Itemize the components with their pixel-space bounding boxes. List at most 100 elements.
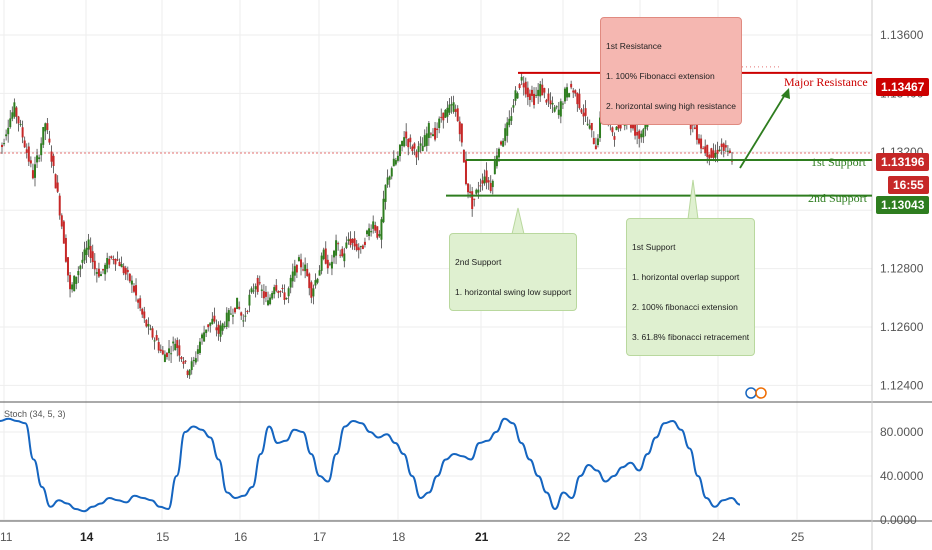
- candle-body: [145, 319, 148, 327]
- candle-body: [13, 102, 16, 117]
- projection-arrow-line: [739, 92, 787, 169]
- candle-body: [644, 122, 647, 130]
- candle-body: [386, 177, 389, 185]
- candle-body: [545, 99, 548, 103]
- candle-body: [304, 264, 307, 272]
- candle-body: [722, 143, 725, 151]
- candle-body: [708, 154, 711, 159]
- candle-body: [728, 150, 731, 154]
- candle-body: [231, 315, 234, 317]
- candle-body: [252, 290, 255, 292]
- candle-body: [324, 248, 327, 264]
- major-resistance-price-tag: 1.13467: [876, 78, 930, 96]
- candle-body: [219, 325, 222, 337]
- candle-body: [85, 247, 88, 256]
- candle-body: [576, 92, 579, 105]
- candle-body: [250, 288, 253, 293]
- candle-body: [516, 93, 519, 99]
- time-axis-label: 11: [0, 530, 13, 544]
- candle-body: [176, 340, 179, 348]
- candle-body: [291, 271, 294, 282]
- candle-body: [242, 320, 245, 322]
- candle-body: [407, 139, 410, 148]
- first-support-callout-pointer: [687, 179, 699, 220]
- candle-body: [227, 310, 230, 322]
- candle-body: [586, 123, 589, 125]
- candle-body: [368, 228, 371, 237]
- candle-body: [372, 221, 375, 229]
- candle-body: [563, 88, 566, 102]
- first-support-price-tag: 1.13196: [876, 153, 930, 171]
- candle-body: [180, 357, 183, 360]
- candle-body: [273, 287, 276, 295]
- candle-body: [66, 257, 69, 276]
- candle-body: [141, 308, 144, 315]
- candle-body: [485, 170, 488, 183]
- candle-body: [528, 93, 531, 101]
- candle-body: [724, 145, 727, 148]
- candle-body: [229, 313, 232, 315]
- candle-body: [483, 176, 486, 184]
- candle-body: [704, 146, 707, 154]
- candle-body: [221, 323, 224, 331]
- price-tick-label: 1.12800: [880, 262, 924, 276]
- price-tick-label: 1.13600: [880, 28, 924, 42]
- second-support-callout-pointer: [511, 207, 525, 235]
- candle-body: [557, 109, 560, 116]
- candle-body: [559, 101, 562, 117]
- candle-body: [75, 276, 78, 284]
- candle-body: [561, 103, 564, 105]
- candle-body: [374, 224, 377, 231]
- candle-body: [21, 127, 24, 138]
- candle-body: [44, 123, 47, 132]
- candle-body: [419, 143, 422, 146]
- candle-body: [549, 100, 552, 105]
- candle-body: [555, 106, 558, 108]
- candle-body: [19, 123, 22, 125]
- candle-body: [71, 284, 74, 290]
- candle-body: [500, 141, 503, 145]
- candle-body: [706, 144, 709, 157]
- candle-body: [642, 129, 645, 138]
- candle-body: [343, 253, 346, 262]
- candle-body: [504, 128, 507, 141]
- candle-body: [124, 267, 127, 275]
- candle-body: [300, 259, 303, 268]
- candle-body: [464, 159, 467, 185]
- candle-body: [188, 369, 191, 376]
- candle-body: [392, 158, 395, 167]
- candle-body: [452, 102, 455, 112]
- candle-body: [126, 269, 129, 273]
- candle-body: [5, 134, 8, 137]
- candle-body: [260, 289, 263, 291]
- resistance-callout-line: 2. horizontal swing high resistance: [606, 101, 736, 111]
- candle-body: [450, 104, 453, 106]
- candle-body: [396, 155, 399, 161]
- candle-body: [97, 268, 100, 277]
- candle-body: [390, 168, 393, 177]
- candle-body: [1, 144, 3, 148]
- candle-body: [398, 144, 401, 156]
- candle-body: [570, 83, 573, 88]
- candle-body: [611, 127, 614, 133]
- candle-body: [700, 138, 703, 149]
- candle-body: [363, 241, 366, 245]
- candle-body: [306, 268, 309, 276]
- major-resistance-label: Major Resistance: [784, 75, 868, 89]
- candle-body: [421, 145, 424, 152]
- candle-body: [203, 332, 206, 342]
- candle-body: [217, 324, 220, 334]
- candle-body: [62, 221, 65, 244]
- candle-body: [345, 242, 348, 248]
- candle-body: [351, 238, 354, 243]
- candle-body: [54, 174, 57, 189]
- candle-body: [415, 151, 418, 158]
- candle-body: [572, 90, 575, 93]
- candle-body: [38, 157, 41, 159]
- candle-body: [40, 143, 43, 156]
- candle-body: [135, 285, 138, 296]
- candle-body: [479, 185, 482, 187]
- time-axis-label: 18: [392, 530, 406, 544]
- first-support-callout-line: 2. 100% fibonacci extension: [632, 302, 738, 312]
- candle-body: [99, 274, 102, 277]
